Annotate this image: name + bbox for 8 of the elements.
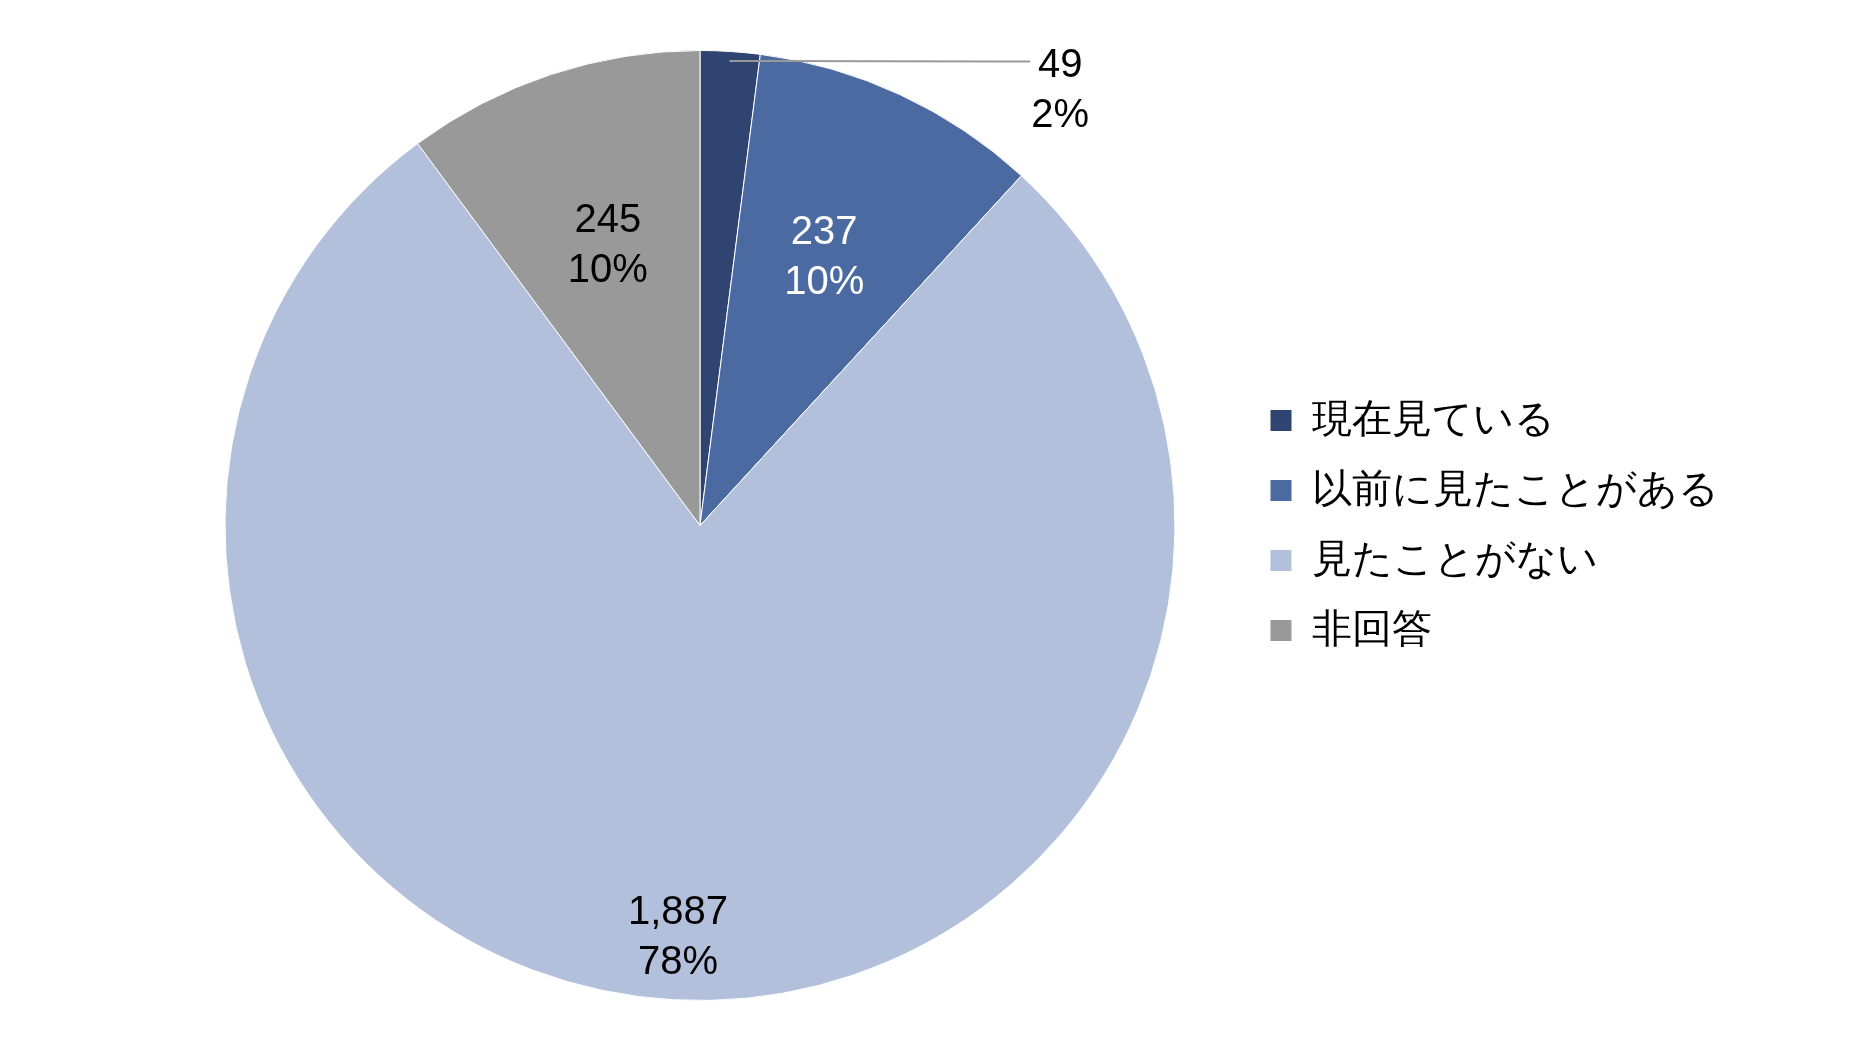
data-label: 245 10% [567, 195, 648, 290]
legend-label: 以前に見たことがある [1312, 465, 1719, 510]
data-label: 1,887 78% [627, 888, 729, 983]
legend-label: 非回答 [1312, 605, 1432, 650]
data-label: 237 10% [784, 208, 865, 303]
legend-label: 見たことがない [1312, 535, 1598, 580]
legend-label: 現在見ている [1312, 395, 1555, 440]
data-label: 49 2% [1031, 41, 1090, 136]
